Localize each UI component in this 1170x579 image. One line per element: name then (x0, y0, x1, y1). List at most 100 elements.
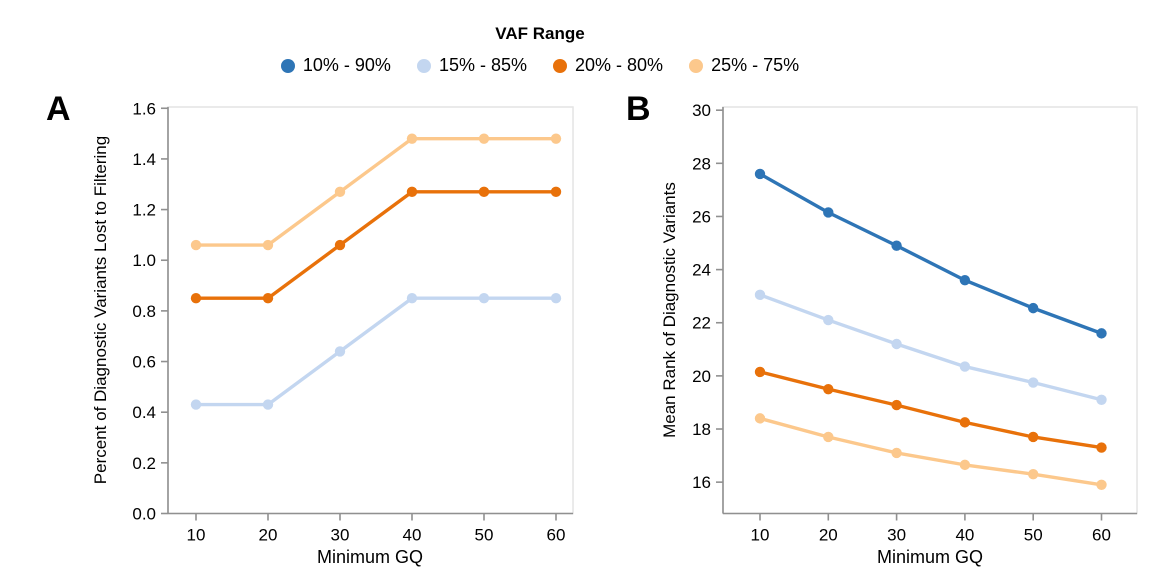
data-point-marker (190, 293, 202, 304)
data-point-marker (406, 293, 418, 304)
data-point-marker (1028, 431, 1039, 443)
data-point-marker (334, 239, 346, 251)
legend-marker-icon (280, 58, 295, 73)
data-point-marker (823, 431, 834, 443)
data-point-marker (1028, 468, 1039, 480)
y-tick-label: 18 (692, 420, 711, 439)
data-point-marker (550, 293, 562, 304)
series-line (758, 172, 1104, 336)
legend-marker-icon (553, 58, 567, 73)
y-tick-label: 1.6 (132, 99, 156, 118)
x-tick-label: 20 (819, 526, 838, 545)
x-tick-label: 50 (1024, 526, 1043, 545)
data-point-marker (1028, 377, 1039, 388)
legend-title: VAF Range (495, 24, 585, 43)
data-point-marker (190, 239, 202, 251)
y-tick-label: 0.6 (132, 353, 156, 372)
panel-a-x-axis-title: Minimum GQ (316, 547, 423, 567)
series-line (194, 296, 558, 407)
legend-item-label: 25% - 75% (711, 55, 800, 75)
y-tick-label: 1.4 (132, 150, 156, 169)
legend-item-25-75: 25% - 75% (689, 55, 799, 76)
data-point-marker (334, 346, 346, 357)
series-line (758, 293, 1104, 402)
data-point-marker (754, 168, 766, 180)
data-point-marker (1028, 302, 1039, 314)
data-point-marker (959, 361, 971, 372)
y-tick-label: 30 (692, 101, 711, 120)
x-tick-label: 40 (955, 526, 974, 545)
x-tick-label: 10 (187, 526, 206, 545)
legend-marker-icon (416, 58, 431, 73)
legend-marker-icon (689, 58, 704, 73)
data-point-marker (754, 366, 766, 378)
data-point-marker (478, 133, 490, 144)
data-point-marker (959, 275, 971, 286)
panel-b-y-axis-title: Mean Rank of Diagnostic Variants (660, 182, 679, 438)
y-tick-label: 22 (692, 314, 711, 333)
data-point-marker (891, 338, 902, 350)
legend-item-label: 15% - 85% (438, 55, 527, 75)
x-tick-label: 10 (751, 526, 770, 545)
panel-b-x-axis-title: Minimum GQ (876, 547, 983, 567)
legend-item-label: 10% - 90% (302, 55, 391, 75)
x-tick-label: 20 (259, 526, 278, 545)
y-tick-label: 0.2 (132, 454, 156, 473)
data-point-marker (1096, 394, 1107, 405)
panel-b-label: B (626, 90, 651, 128)
data-point-marker (891, 447, 902, 459)
x-tick-label: 60 (547, 526, 566, 545)
y-tick-label: 26 (692, 207, 711, 226)
legend-item-15-85: 15% - 85% (416, 55, 527, 76)
y-tick-label: 1.0 (132, 251, 156, 270)
data-point-marker (262, 239, 274, 251)
data-point-marker (754, 413, 766, 424)
data-point-marker (190, 399, 202, 410)
data-point-marker (823, 314, 834, 326)
x-tick-label: 30 (887, 526, 906, 545)
data-point-marker (550, 186, 562, 198)
data-point-marker (478, 186, 490, 198)
panel-a-label: A (46, 90, 71, 128)
legend-item-10-90: 10% - 90% (280, 55, 391, 76)
series-line (758, 370, 1104, 450)
data-point-marker (823, 207, 834, 218)
x-tick-label: 30 (331, 526, 350, 545)
data-point-marker (959, 417, 971, 428)
data-point-marker (891, 399, 902, 411)
panel-a-y-axis-title: Percent of Diagnostic Variants Lost to F… (91, 135, 110, 485)
data-point-marker (262, 399, 274, 410)
data-point-marker (1096, 479, 1107, 491)
y-tick-label: 24 (692, 261, 711, 280)
x-tick-label: 40 (403, 526, 422, 545)
data-point-marker (334, 186, 346, 198)
data-point-marker (406, 133, 418, 144)
legend-item-label: 20% - 80% (575, 55, 664, 75)
y-tick-label: 0.4 (132, 403, 156, 422)
data-point-marker (959, 459, 971, 471)
y-tick-label: 28 (692, 154, 711, 173)
data-point-marker (406, 186, 418, 198)
y-tick-label: 1.2 (132, 201, 156, 220)
data-point-marker (823, 383, 834, 395)
plot-frame (722, 106, 1138, 515)
data-point-marker (262, 293, 274, 304)
legend-item-20-80: 20% - 80% (553, 55, 663, 76)
data-point-marker (1096, 328, 1107, 339)
y-tick-label: 16 (692, 473, 711, 492)
data-point-marker (754, 289, 766, 301)
series-line (758, 416, 1104, 487)
data-point-marker (478, 293, 490, 304)
y-tick-label: 0.0 (132, 505, 156, 524)
y-tick-label: 20 (692, 367, 711, 386)
data-point-marker (891, 240, 902, 251)
x-tick-label: 50 (475, 526, 494, 545)
data-point-marker (550, 133, 562, 144)
y-tick-label: 0.8 (132, 302, 156, 321)
legend: VAF Range 10% - 90% 15% - 85% 20% - 80% … (0, 24, 1080, 76)
series-line (194, 136, 558, 247)
series-line (194, 190, 558, 300)
data-point-marker (1096, 442, 1107, 453)
